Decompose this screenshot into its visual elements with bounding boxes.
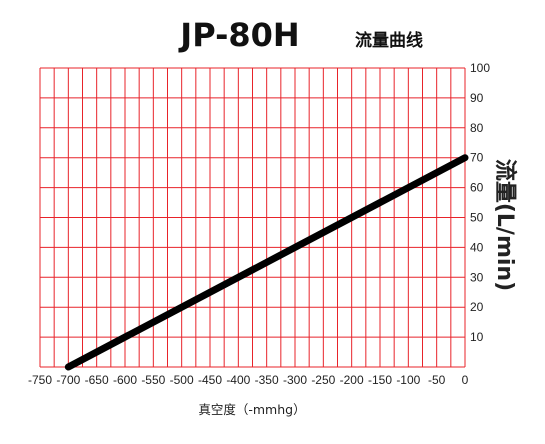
series-line bbox=[64, 154, 469, 371]
y-tick-label: 90 bbox=[470, 91, 484, 105]
y-tick-label: 60 bbox=[470, 181, 484, 195]
x-tick-label: 0 bbox=[462, 373, 469, 387]
x-tick-label: -450 bbox=[198, 373, 222, 387]
y-tick-label: 10 bbox=[470, 330, 484, 344]
x-tick-label: -500 bbox=[170, 373, 194, 387]
y-tick-label: 70 bbox=[470, 151, 484, 165]
x-tick-label: -600 bbox=[113, 373, 137, 387]
x-tick-label: -550 bbox=[141, 373, 165, 387]
y-tick-label: 30 bbox=[470, 270, 484, 284]
chart-subtitle: 流量曲线 bbox=[355, 30, 423, 51]
y-tick-label: 80 bbox=[470, 121, 484, 135]
x-tick-label: -200 bbox=[340, 373, 364, 387]
series-layer bbox=[64, 154, 469, 371]
y-axis-label: 流量(L/min) bbox=[492, 159, 518, 291]
x-axis-label: 真空度（-mmhg） bbox=[198, 402, 305, 417]
y-tick-label: 50 bbox=[470, 211, 484, 225]
x-tick-label: -350 bbox=[255, 373, 279, 387]
x-tick-labels: -750 -700 -650 -600 -550 -500 -450 -400 -350 -300… bbox=[28, 373, 469, 387]
x-tick-label: -250 bbox=[311, 373, 335, 387]
x-tick-label: -750 bbox=[28, 373, 52, 387]
x-tick-label: -100 bbox=[396, 373, 420, 387]
x-tick-label: -400 bbox=[226, 373, 250, 387]
y-tick-label: 100 bbox=[470, 61, 490, 75]
x-tick-label: -50 bbox=[428, 373, 446, 387]
x-tick-label: -700 bbox=[56, 373, 80, 387]
y-tick-labels: 10 20 30 40 50 60 70 80 90 100 bbox=[470, 61, 490, 344]
grid bbox=[39, 67, 466, 368]
x-tick-label: -150 bbox=[368, 373, 392, 387]
x-tick-label: -650 bbox=[85, 373, 109, 387]
x-tick-label: -300 bbox=[283, 373, 307, 387]
y-tick-label: 20 bbox=[470, 300, 484, 314]
y-tick-label: 40 bbox=[470, 240, 484, 254]
chart-title: JP-80H bbox=[178, 16, 299, 54]
